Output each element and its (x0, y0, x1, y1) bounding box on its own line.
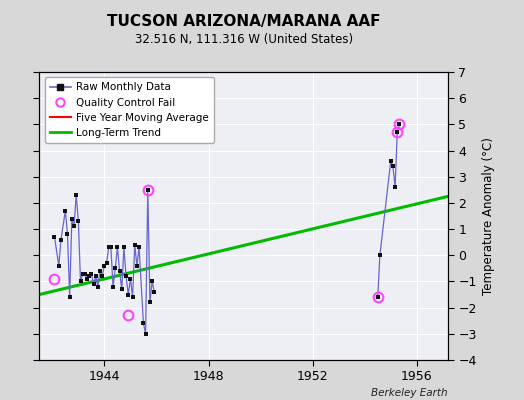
Text: TUCSON ARIZONA/MARANA AAF: TUCSON ARIZONA/MARANA AAF (107, 14, 380, 29)
Text: 32.516 N, 111.316 W (United States): 32.516 N, 111.316 W (United States) (135, 33, 353, 46)
Y-axis label: Temperature Anomaly (°C): Temperature Anomaly (°C) (483, 137, 495, 295)
Text: Berkeley Earth: Berkeley Earth (372, 388, 448, 398)
Legend: Raw Monthly Data, Quality Control Fail, Five Year Moving Average, Long-Term Tren: Raw Monthly Data, Quality Control Fail, … (45, 77, 214, 143)
